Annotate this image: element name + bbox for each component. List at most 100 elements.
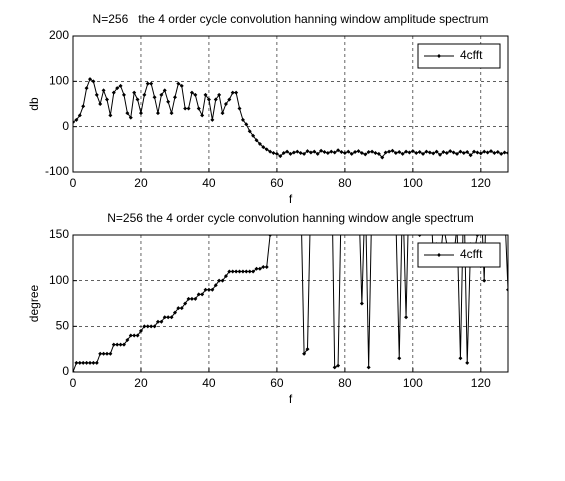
data-point: [485, 150, 490, 155]
data-point: [359, 150, 364, 155]
x-tick-label: 100: [403, 176, 423, 190]
data-point: [98, 351, 103, 356]
data-point: [281, 150, 286, 155]
data-point: [138, 111, 143, 116]
legend-label: 4cfft: [460, 247, 483, 261]
data-point: [91, 79, 96, 84]
x-tick-label: 40: [202, 176, 216, 190]
data-point: [332, 150, 337, 155]
data-point: [370, 187, 374, 191]
data-point: [503, 206, 507, 210]
x-tick-label: 120: [471, 376, 491, 390]
y-tick-label: -100: [45, 164, 69, 178]
data-point: [390, 148, 395, 153]
data-point: [77, 360, 82, 365]
data-point: [240, 269, 245, 274]
data-point: [128, 333, 133, 338]
data-point: [121, 342, 126, 347]
data-point: [101, 351, 106, 356]
data-point: [217, 278, 222, 283]
data-point: [237, 269, 242, 274]
data-point: [125, 111, 130, 116]
data-point: [302, 351, 307, 356]
data-point: [230, 90, 235, 95]
data-point: [155, 319, 160, 324]
legend-marker: [437, 253, 441, 257]
data-point: [183, 106, 188, 111]
data-point: [159, 319, 164, 324]
data-point: [193, 296, 198, 301]
data-point: [268, 149, 273, 154]
x-tick-label: 40: [202, 376, 216, 390]
data-point: [172, 95, 177, 100]
data-point: [125, 338, 130, 343]
data-point: [387, 206, 391, 210]
data-point: [319, 148, 324, 153]
data-point: [166, 315, 171, 320]
data-point: [285, 149, 290, 154]
data-point: [261, 264, 266, 269]
data-point: [247, 269, 252, 274]
data-point: [302, 151, 307, 156]
data-point: [482, 278, 487, 283]
data-point: [118, 83, 123, 88]
data-point: [101, 88, 106, 93]
data-point: [342, 150, 347, 155]
y-tick-label: 200: [49, 28, 69, 42]
data-point: [251, 269, 256, 274]
data-point: [465, 360, 470, 365]
data-point: [448, 149, 453, 154]
data-point: [98, 102, 103, 106]
data-point: [237, 106, 242, 111]
data-point: [94, 360, 99, 365]
data-point: [196, 106, 201, 111]
data-point: [196, 292, 201, 297]
plot-content: [73, 77, 508, 160]
data-point: [206, 97, 211, 102]
data-point: [271, 150, 276, 155]
data-point: [189, 296, 194, 301]
data-point: [115, 86, 120, 91]
data-point: [366, 365, 371, 370]
data-point: [135, 333, 140, 338]
data-point: [336, 363, 341, 368]
data-point: [155, 111, 160, 116]
data-point: [118, 342, 123, 347]
data-point: [138, 328, 143, 333]
data-point: [176, 306, 181, 311]
data-point: [376, 151, 381, 156]
data-point: [329, 149, 334, 154]
data-point: [84, 360, 89, 365]
data-point: [84, 86, 89, 91]
data-point: [264, 147, 269, 152]
data-point: [346, 149, 351, 154]
data-point: [502, 150, 507, 155]
data-point: [366, 150, 371, 155]
legend-marker: [437, 54, 441, 58]
data-point: [496, 224, 500, 228]
data-point: [363, 152, 368, 157]
data-point: [254, 266, 259, 271]
y-tick-label: 150: [49, 227, 69, 241]
data-point: [404, 315, 409, 320]
data-point: [162, 315, 167, 320]
x-tick-label: 20: [134, 176, 148, 190]
data-point: [189, 90, 194, 95]
data-point: [417, 150, 422, 155]
y-tick-label: 100: [49, 273, 69, 287]
data-point: [261, 145, 266, 150]
data-point: [132, 333, 137, 338]
data-point: [149, 324, 154, 329]
data-point: [186, 106, 191, 111]
data-point: [458, 356, 463, 361]
data-point: [108, 351, 113, 356]
data-point: [424, 149, 429, 154]
x-tick-label: 100: [403, 376, 423, 390]
data-point: [478, 151, 483, 156]
data-point: [179, 306, 184, 311]
x-axis-label: f: [289, 192, 293, 206]
data-point: [234, 90, 239, 95]
data-point: [179, 83, 184, 88]
data-point: [295, 149, 300, 154]
data-point: [482, 149, 487, 154]
